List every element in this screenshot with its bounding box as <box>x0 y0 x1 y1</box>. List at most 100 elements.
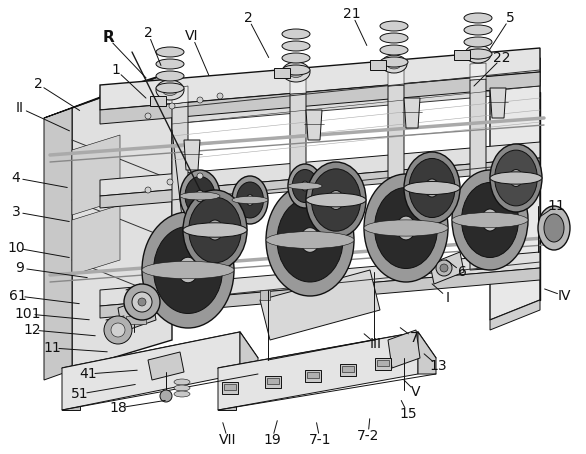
Polygon shape <box>44 108 72 380</box>
Polygon shape <box>218 332 436 394</box>
Polygon shape <box>388 85 404 276</box>
Text: 6: 6 <box>458 265 466 279</box>
Polygon shape <box>290 93 306 284</box>
Text: V: V <box>411 385 421 399</box>
Ellipse shape <box>490 144 542 212</box>
Polygon shape <box>100 48 540 110</box>
Bar <box>340 364 356 376</box>
Ellipse shape <box>246 195 254 205</box>
Ellipse shape <box>282 41 310 51</box>
Ellipse shape <box>380 33 408 43</box>
Ellipse shape <box>277 198 343 282</box>
Circle shape <box>167 179 173 185</box>
Polygon shape <box>100 268 540 318</box>
Polygon shape <box>100 58 540 108</box>
Circle shape <box>440 264 448 272</box>
Ellipse shape <box>207 220 223 240</box>
Polygon shape <box>218 394 236 410</box>
Circle shape <box>145 187 151 193</box>
Ellipse shape <box>409 158 455 217</box>
Ellipse shape <box>288 66 304 78</box>
Ellipse shape <box>282 65 310 75</box>
Text: 61: 61 <box>9 289 27 303</box>
Ellipse shape <box>142 212 234 328</box>
Ellipse shape <box>462 183 519 257</box>
Ellipse shape <box>282 29 310 39</box>
Polygon shape <box>490 58 540 320</box>
Polygon shape <box>470 63 486 80</box>
Ellipse shape <box>154 227 223 314</box>
Text: 41: 41 <box>79 367 97 381</box>
Ellipse shape <box>174 379 190 385</box>
Ellipse shape <box>301 181 309 191</box>
Polygon shape <box>44 72 172 118</box>
Ellipse shape <box>495 150 537 206</box>
Polygon shape <box>490 300 540 330</box>
Polygon shape <box>490 88 506 118</box>
Ellipse shape <box>490 172 542 184</box>
Ellipse shape <box>452 212 528 227</box>
Polygon shape <box>118 296 156 332</box>
Circle shape <box>197 97 203 103</box>
Ellipse shape <box>425 179 439 197</box>
Text: I: I <box>446 291 450 305</box>
Circle shape <box>132 292 152 312</box>
Ellipse shape <box>464 49 492 59</box>
Ellipse shape <box>185 177 215 216</box>
Circle shape <box>145 113 151 119</box>
Text: 4: 4 <box>12 171 21 185</box>
Text: 7: 7 <box>410 331 418 345</box>
Text: 51: 51 <box>71 387 89 401</box>
Bar <box>126 316 146 324</box>
Ellipse shape <box>380 45 408 55</box>
Ellipse shape <box>196 190 205 202</box>
Bar <box>342 366 354 372</box>
Text: 101: 101 <box>15 307 41 321</box>
Circle shape <box>160 390 172 402</box>
Polygon shape <box>470 79 486 270</box>
Ellipse shape <box>471 49 485 59</box>
Ellipse shape <box>482 209 498 231</box>
Ellipse shape <box>162 84 178 95</box>
Ellipse shape <box>174 385 190 391</box>
Ellipse shape <box>380 57 408 67</box>
Ellipse shape <box>464 37 492 47</box>
Ellipse shape <box>282 62 310 82</box>
Ellipse shape <box>288 164 322 208</box>
Text: 19: 19 <box>263 433 281 447</box>
Bar <box>150 96 166 106</box>
Ellipse shape <box>156 80 184 100</box>
Polygon shape <box>100 80 540 130</box>
Text: VII: VII <box>219 433 237 447</box>
Bar <box>454 50 470 60</box>
Ellipse shape <box>180 170 220 222</box>
Text: 15: 15 <box>399 407 417 421</box>
Polygon shape <box>430 252 464 284</box>
Ellipse shape <box>237 182 264 218</box>
Polygon shape <box>72 72 172 370</box>
Polygon shape <box>388 330 420 368</box>
Circle shape <box>111 323 125 337</box>
Bar <box>377 360 389 366</box>
Ellipse shape <box>178 257 198 283</box>
Text: 2: 2 <box>144 26 152 40</box>
Ellipse shape <box>156 83 184 93</box>
Bar <box>224 384 236 390</box>
Polygon shape <box>172 102 188 294</box>
Polygon shape <box>148 352 184 380</box>
Polygon shape <box>290 77 306 94</box>
Text: 9: 9 <box>16 261 25 275</box>
Polygon shape <box>418 332 436 374</box>
Text: 11: 11 <box>43 341 61 355</box>
Text: VI: VI <box>185 29 199 43</box>
Bar <box>274 68 290 78</box>
Polygon shape <box>260 290 270 300</box>
Text: 7-1: 7-1 <box>309 433 331 447</box>
Polygon shape <box>306 110 322 140</box>
Text: III: III <box>370 337 382 351</box>
Ellipse shape <box>156 47 184 57</box>
Ellipse shape <box>183 190 247 270</box>
Bar <box>370 60 386 70</box>
Bar <box>305 370 321 382</box>
Text: 7-2: 7-2 <box>357 429 379 443</box>
